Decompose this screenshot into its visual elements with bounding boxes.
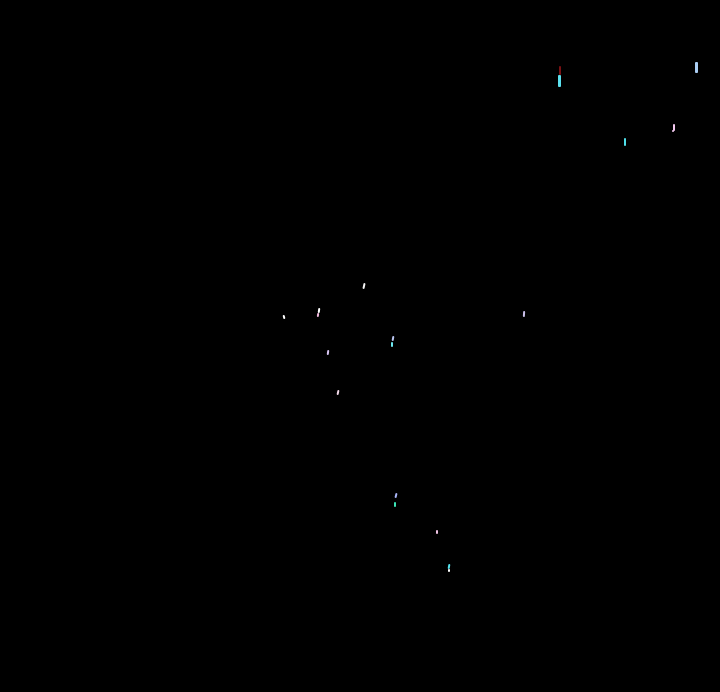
- spark-cyan: [391, 342, 393, 347]
- rocket-streak-cyan: [624, 138, 626, 146]
- rocket-streak-periwinkle: [394, 492, 398, 499]
- rocket-trail-teal: [394, 502, 396, 507]
- spark-pinkwhite: [336, 389, 340, 396]
- spark-white-dot: [448, 569, 450, 572]
- spark-white: [282, 314, 286, 320]
- spark-lavender: [326, 349, 330, 356]
- rocket-streak-darkred: [559, 66, 561, 75]
- rocket-streak-lightblue: [695, 62, 698, 73]
- spark-pink-hook: [673, 124, 675, 131]
- spark-pink-hook-foot: [672, 130, 674, 132]
- rocket-trail-cyan: [558, 75, 561, 87]
- spark-periwinkle: [391, 335, 395, 342]
- spark-white: [362, 282, 366, 290]
- spark-lavender: [522, 310, 526, 318]
- spark-pink: [436, 530, 438, 534]
- spark-pink: [316, 312, 320, 318]
